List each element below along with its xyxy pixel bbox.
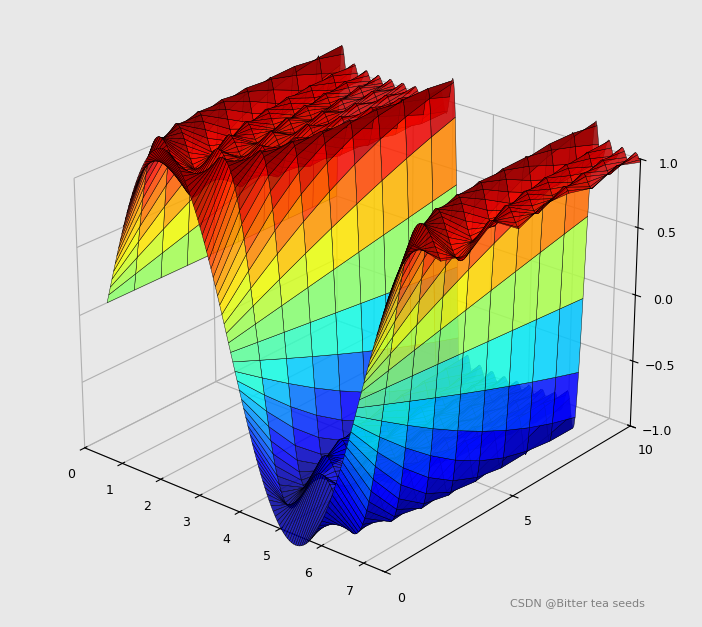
Text: CSDN @Bitter tea seeds: CSDN @Bitter tea seeds [510,598,645,608]
